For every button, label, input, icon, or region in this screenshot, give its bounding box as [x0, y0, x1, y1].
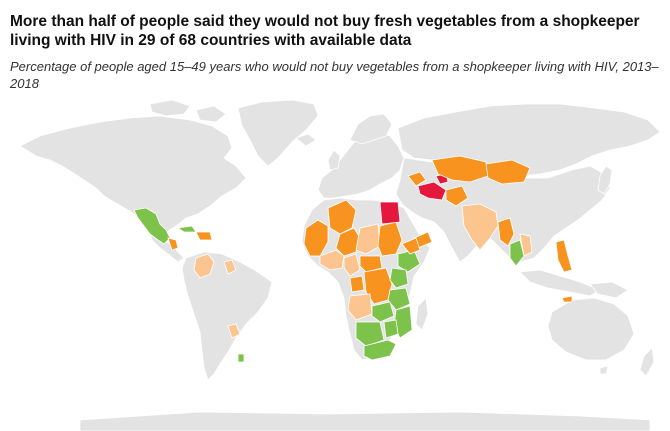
country-central-asia	[431, 155, 489, 183]
map-title: More than half of people said they would…	[10, 13, 640, 49]
country-angola	[347, 293, 373, 321]
country-west-africa-2	[327, 199, 357, 235]
landmasses	[19, 99, 661, 431]
greenland	[237, 99, 319, 167]
country-mongolia	[485, 159, 531, 185]
country-turkey-area	[407, 171, 427, 187]
country-bolivia	[227, 323, 241, 339]
country-mexico	[133, 207, 171, 245]
country-philippines	[555, 239, 573, 273]
country-cambodia-vietnam	[519, 233, 533, 257]
country-cuba	[176, 225, 197, 233]
country-uganda-kenya	[389, 267, 409, 289]
country-cameroon	[343, 253, 361, 277]
japan	[597, 165, 613, 195]
country-afghanistan	[445, 185, 469, 207]
country-coastal-west-africa	[319, 249, 345, 271]
europe	[317, 131, 405, 199]
country-guyana	[223, 259, 237, 275]
country-uruguay	[237, 353, 245, 363]
country-chad	[355, 223, 381, 255]
country-zimbabwe	[383, 319, 399, 339]
world-map-svg	[19, 99, 661, 431]
north-america	[19, 115, 247, 239]
canadian-archipelago	[149, 99, 191, 117]
header: More than half of people said they would…	[10, 12, 660, 92]
map-subtitle: Percentage of people aged 15–49 years wh…	[10, 59, 659, 91]
country-mali-niger	[335, 227, 361, 257]
madagascar	[415, 297, 429, 331]
country-timor-leste	[561, 295, 573, 303]
country-myanmar	[497, 217, 515, 247]
canadian-archipelago-2	[195, 105, 227, 123]
antarctica	[79, 411, 651, 431]
new-guinea	[589, 281, 629, 299]
country-west-africa-1	[303, 219, 329, 257]
country-somalia-area	[401, 237, 421, 255]
country-egypt	[379, 201, 401, 225]
country-tanzania	[387, 287, 411, 311]
tasmania	[599, 365, 609, 375]
asia-south	[395, 157, 611, 263]
country-colombia	[193, 253, 215, 279]
data-countries	[133, 155, 573, 363]
south-america	[181, 251, 273, 381]
iceland	[295, 133, 317, 147]
indonesia	[519, 269, 601, 297]
world-map	[0, 98, 670, 431]
british-isles	[327, 149, 341, 171]
country-south-africa	[363, 339, 397, 361]
australia	[547, 297, 635, 361]
country-india	[461, 203, 499, 251]
country-zambia	[371, 301, 395, 323]
country-gabon	[349, 275, 365, 293]
country-central-america	[167, 237, 179, 251]
country-thailand	[509, 239, 525, 267]
country-iraq-jordan	[417, 181, 447, 201]
scandinavia	[349, 113, 393, 145]
country-haiti-dr	[195, 231, 213, 241]
new-zealand	[639, 347, 655, 377]
